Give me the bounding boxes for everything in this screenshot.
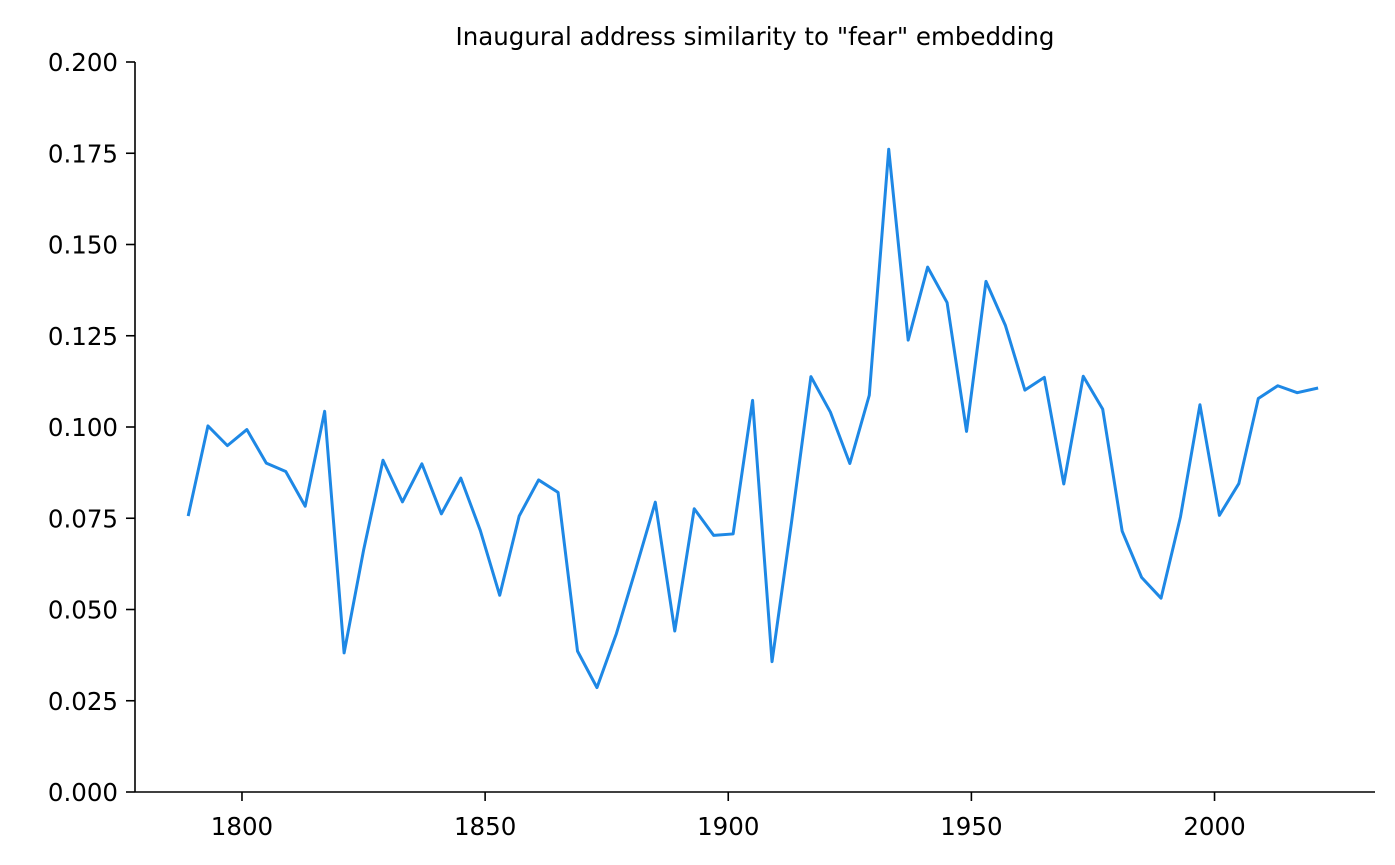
y-tick-label: 0.175 [48,139,118,168]
y-tick-label: 0.100 [48,413,118,442]
y-tick-label: 0.150 [48,231,118,260]
y-tick-label: 0.000 [48,778,118,807]
x-tick-label: 1950 [940,812,1002,841]
x-tick-label: 2000 [1183,812,1245,841]
x-tick-label: 1800 [211,812,273,841]
y-tick-label: 0.025 [48,687,118,716]
y-tick-label: 0.125 [48,322,118,351]
x-tick-label: 1900 [697,812,759,841]
x-tick-label: 1850 [454,812,516,841]
chart-title: Inaugural address similarity to "fear" e… [456,22,1055,51]
series-layer [186,147,1319,690]
y-tick-label: 0.050 [48,596,118,625]
y-tick-label: 0.075 [48,504,118,533]
series-line [186,147,1319,690]
y-tick-label: 0.200 [48,48,118,77]
axes: 0.000 0.025 0.050 0.075 0.100 0.125 0.150 0.175… [48,48,1375,841]
